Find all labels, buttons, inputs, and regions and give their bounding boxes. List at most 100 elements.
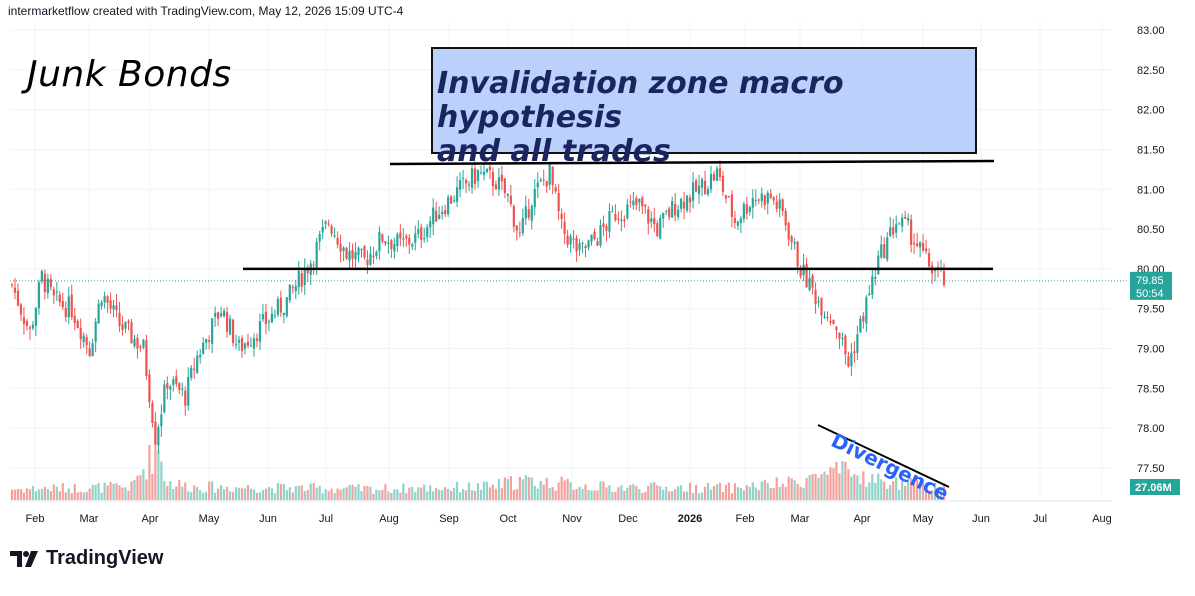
candle[interactable] — [479, 172, 483, 174]
candle[interactable] — [145, 340, 148, 377]
candle[interactable] — [396, 234, 399, 247]
candle[interactable] — [399, 232, 402, 239]
candle[interactable] — [249, 345, 253, 347]
candle[interactable] — [282, 312, 285, 315]
candle[interactable] — [614, 214, 617, 221]
candle[interactable] — [569, 236, 572, 245]
candle[interactable] — [853, 351, 856, 354]
candle[interactable] — [688, 197, 692, 203]
candle[interactable] — [721, 175, 725, 193]
candle[interactable] — [160, 414, 163, 427]
candle[interactable] — [91, 343, 94, 357]
candle[interactable] — [37, 282, 40, 309]
candle[interactable] — [73, 315, 76, 324]
candle[interactable] — [656, 223, 659, 237]
candle[interactable] — [441, 211, 444, 215]
candle[interactable] — [942, 271, 946, 285]
candle[interactable] — [566, 235, 569, 246]
candle[interactable] — [901, 217, 904, 227]
candle[interactable] — [46, 278, 49, 294]
candle[interactable] — [303, 269, 306, 285]
candle[interactable] — [267, 321, 270, 323]
candle[interactable] — [175, 376, 178, 384]
candle[interactable] — [787, 222, 790, 240]
candle[interactable] — [916, 243, 919, 246]
candle[interactable] — [608, 211, 611, 232]
candle[interactable] — [97, 303, 100, 324]
candle[interactable] — [584, 246, 587, 249]
candle[interactable] — [578, 243, 581, 250]
candle[interactable] — [79, 327, 82, 340]
candle[interactable] — [575, 238, 578, 252]
candle[interactable] — [211, 318, 214, 344]
candle[interactable] — [512, 205, 515, 227]
candle[interactable] — [736, 221, 739, 226]
candle[interactable] — [503, 178, 506, 194]
candle[interactable] — [919, 242, 922, 248]
candle[interactable] — [43, 273, 46, 292]
candle[interactable] — [100, 302, 103, 307]
candle[interactable] — [862, 316, 865, 322]
candle[interactable] — [58, 294, 61, 303]
candle[interactable] — [31, 324, 35, 329]
candle[interactable] — [85, 337, 88, 346]
candle[interactable] — [435, 210, 438, 222]
candle[interactable] — [581, 242, 584, 244]
candle[interactable] — [202, 342, 205, 354]
candle[interactable] — [530, 206, 533, 221]
candle[interactable] — [345, 247, 348, 259]
candle[interactable] — [13, 287, 17, 293]
candle[interactable] — [450, 196, 453, 204]
candle[interactable] — [94, 321, 97, 342]
candle[interactable] — [533, 188, 536, 208]
candle[interactable] — [82, 335, 85, 343]
candle[interactable] — [240, 338, 244, 352]
candle[interactable] — [491, 172, 495, 187]
candle[interactable] — [208, 340, 211, 342]
candle[interactable] — [411, 244, 414, 247]
candle[interactable] — [142, 339, 145, 348]
candle[interactable] — [850, 352, 853, 367]
candle[interactable] — [617, 218, 620, 220]
candle[interactable] — [482, 171, 486, 175]
candle[interactable] — [799, 268, 802, 277]
divergence-line[interactable] — [817, 424, 950, 488]
candle[interactable] — [599, 225, 602, 246]
candle[interactable] — [473, 168, 477, 184]
candle[interactable] — [196, 355, 199, 373]
candle[interactable] — [814, 290, 817, 305]
candle[interactable] — [444, 210, 447, 215]
resistance-line[interactable] — [389, 159, 995, 166]
candle[interactable] — [775, 201, 778, 209]
candle[interactable] — [225, 312, 229, 332]
candle[interactable] — [766, 192, 769, 204]
candle[interactable] — [228, 318, 232, 335]
candle[interactable] — [330, 226, 333, 234]
candle[interactable] — [34, 308, 37, 326]
candle[interactable] — [258, 321, 262, 342]
candle[interactable] — [426, 226, 429, 238]
candle[interactable] — [778, 199, 781, 209]
candle[interactable] — [793, 242, 796, 244]
candle[interactable] — [587, 240, 590, 248]
candle[interactable] — [342, 247, 345, 251]
candle[interactable] — [521, 217, 524, 234]
candle[interactable] — [644, 204, 647, 207]
candle[interactable] — [285, 297, 288, 316]
candle[interactable] — [883, 244, 886, 259]
candle[interactable] — [327, 223, 330, 225]
candle[interactable] — [494, 184, 498, 190]
candle[interactable] — [889, 227, 892, 237]
candle[interactable] — [563, 221, 566, 234]
candle[interactable] — [632, 200, 635, 206]
candle[interactable] — [476, 170, 480, 182]
candle[interactable] — [187, 376, 190, 406]
candle[interactable] — [686, 195, 689, 211]
candle[interactable] — [933, 270, 937, 272]
candle[interactable] — [312, 264, 315, 266]
candle[interactable] — [674, 203, 677, 216]
candle[interactable] — [910, 219, 913, 245]
candle[interactable] — [64, 308, 67, 318]
candle[interactable] — [276, 299, 279, 315]
candle[interactable] — [924, 248, 928, 252]
